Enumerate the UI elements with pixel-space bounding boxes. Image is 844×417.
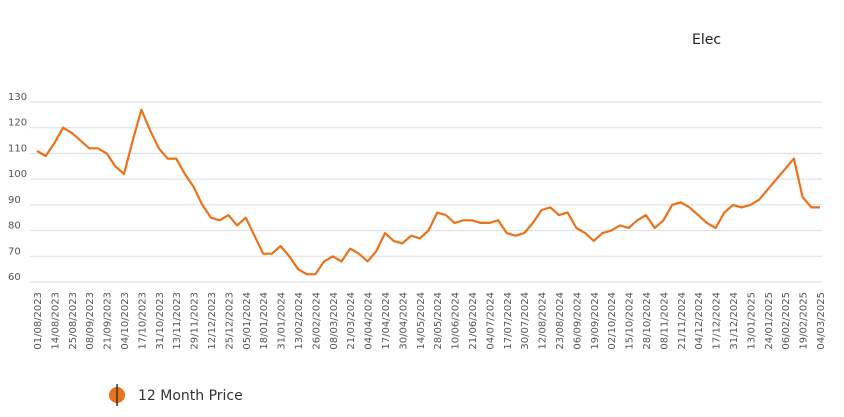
y-tick-label: 60 <box>8 272 21 283</box>
x-tick-label: 01/08/2023 <box>33 292 44 350</box>
x-tick-label: 08/03/2024 <box>329 292 340 350</box>
series-line <box>36 108 820 276</box>
x-tick-label: 17/07/2024 <box>503 292 514 350</box>
x-tick-label: 25/08/2023 <box>68 292 79 350</box>
x-tick-label: 23/08/2024 <box>555 292 566 350</box>
x-tick-label: 04/07/2024 <box>485 292 496 350</box>
x-tick-label: 30/07/2024 <box>520 292 531 350</box>
x-tick-label: 19/02/2025 <box>799 292 810 350</box>
x-tick-label: 21/03/2024 <box>346 292 357 350</box>
x-tick-label: 31/10/2023 <box>155 292 166 350</box>
x-tick-label: 17/10/2023 <box>137 292 148 350</box>
legend: 12 Month Price <box>109 384 243 406</box>
x-tick-label: 14/05/2024 <box>416 292 427 350</box>
x-tick-label: 24/01/2025 <box>764 292 775 350</box>
x-tick-label: 21/09/2023 <box>103 292 114 350</box>
x-tick-label: 10/06/2024 <box>451 292 462 350</box>
x-tick-label: 30/04/2024 <box>398 292 409 350</box>
x-tick-label: 06/09/2024 <box>572 292 583 350</box>
x-tick-label: 13/11/2023 <box>172 292 183 350</box>
x-tick-label: 17/12/2024 <box>712 292 723 350</box>
x-tick-label: 26/02/2024 <box>311 292 322 350</box>
x-tick-label: 15/10/2024 <box>625 292 636 350</box>
x-tick-label: 08/09/2023 <box>85 292 96 350</box>
y-tick-label: 100 <box>8 169 27 180</box>
x-tick-label: 04/10/2023 <box>120 292 131 350</box>
x-tick-label: 13/02/2024 <box>294 292 305 350</box>
x-tick-label: 21/06/2024 <box>468 292 479 350</box>
y-tick-label: 120 <box>8 118 27 129</box>
x-tick-label: 04/12/2024 <box>694 292 705 350</box>
x-tick-label: 05/01/2024 <box>242 292 253 350</box>
x-tick-label: 28/10/2024 <box>642 292 653 350</box>
x-tick-label: 12/12/2023 <box>207 292 218 350</box>
y-tick-label: 130 <box>8 92 27 103</box>
x-tick-label: 02/10/2024 <box>607 292 618 350</box>
x-tick-label: 06/02/2025 <box>781 292 792 350</box>
x-tick-label: 14/08/2023 <box>50 292 61 350</box>
x-tick-label: 21/11/2024 <box>677 292 688 350</box>
y-tick-label: 110 <box>8 143 27 154</box>
chart-title: Elec <box>692 32 721 48</box>
y-tick-label: 80 <box>8 221 21 232</box>
y-tick-label: 90 <box>8 195 21 206</box>
x-tick-label: 08/11/2024 <box>659 292 670 350</box>
x-tick-label: 04/03/2025 <box>816 292 827 350</box>
x-tick-label: 31/01/2024 <box>277 292 288 350</box>
x-tick-label: 12/08/2024 <box>538 292 549 350</box>
y-tick-label: 70 <box>8 246 21 257</box>
x-tick-label: 28/05/2024 <box>433 292 444 350</box>
x-tick-label: 04/04/2024 <box>364 292 375 350</box>
x-tick-label: 29/11/2023 <box>190 292 201 350</box>
x-tick-label: 25/12/2023 <box>224 292 235 350</box>
legend-label: 12 Month Price <box>138 388 243 404</box>
x-tick-label: 13/01/2025 <box>746 292 757 350</box>
x-tick-label: 19/09/2024 <box>590 292 601 350</box>
x-tick-label: 31/12/2024 <box>729 292 740 350</box>
x-tick-label: 17/04/2024 <box>381 292 392 350</box>
x-tick-label: 18/01/2024 <box>259 292 270 350</box>
